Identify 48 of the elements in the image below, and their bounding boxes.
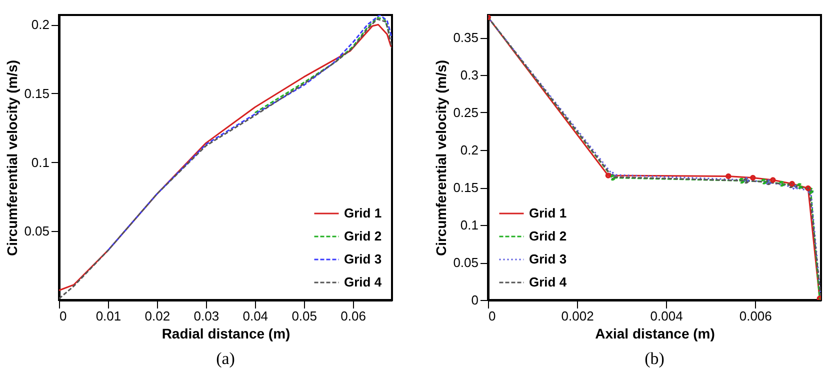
legend-label: Grid 1 bbox=[344, 206, 382, 220]
y-tick-label: 0.05 bbox=[453, 255, 478, 270]
point bbox=[792, 184, 798, 190]
legend-label: Grid 4 bbox=[529, 274, 568, 290]
x-tick-label: 0.006 bbox=[739, 308, 772, 324]
y-axis-title: Circumferential velocity (m/s) bbox=[4, 60, 20, 256]
y-tick-label: 0.1 bbox=[460, 218, 478, 232]
point bbox=[750, 174, 756, 181]
point bbox=[605, 172, 612, 178]
y-tick-label: 0.2 bbox=[31, 17, 50, 32]
x-tick-label: 0.002 bbox=[561, 308, 594, 324]
legend-label: Grid 1 bbox=[529, 206, 567, 220]
x-tick-label: 0.004 bbox=[650, 308, 683, 324]
x-tick-label: 0.05 bbox=[292, 308, 318, 324]
y-tick-label: 0 bbox=[471, 292, 478, 308]
legend-label: Grid 3 bbox=[529, 252, 567, 266]
x-tick-label: 0.06 bbox=[340, 308, 366, 324]
line-series bbox=[254, 17, 391, 114]
x-tick-label: 0.01 bbox=[96, 308, 122, 324]
y-tick-label: 0.15 bbox=[24, 86, 50, 101]
point bbox=[796, 183, 802, 189]
y-tick-label: 0.35 bbox=[453, 30, 478, 45]
x-tick-label: 0 bbox=[60, 308, 67, 324]
legend-label: Grid 2 bbox=[529, 228, 567, 244]
y-tick-label: 0.25 bbox=[453, 105, 478, 120]
line-series bbox=[107, 15, 392, 252]
text: (a) bbox=[216, 349, 235, 368]
point bbox=[726, 173, 732, 180]
x-axis-title: Axial distance (m) bbox=[595, 326, 715, 342]
y-tick-label: 0.3 bbox=[460, 68, 478, 82]
point bbox=[761, 178, 767, 184]
x-tick-label: 0 bbox=[488, 308, 496, 324]
point bbox=[778, 180, 785, 187]
legend-label: Grid 4 bbox=[344, 274, 382, 290]
legend-label: Grid 2 bbox=[344, 228, 382, 244]
x-axis-title: Radial distance (m) bbox=[162, 326, 290, 342]
legend-label: Grid 3 bbox=[344, 252, 382, 266]
y-tick-label: 0.05 bbox=[24, 224, 50, 239]
y-tick-label: 0.15 bbox=[453, 180, 478, 195]
x-tick-label: 0.03 bbox=[194, 308, 220, 324]
point bbox=[770, 177, 776, 183]
y-axis-title: Circumferential velocity (m/s) bbox=[433, 60, 450, 256]
x-tick-label: 0.04 bbox=[242, 308, 268, 324]
text: (b) bbox=[644, 349, 664, 368]
x-tick-label: 0.02 bbox=[144, 308, 170, 324]
y-tick-label: 0.2 bbox=[460, 142, 478, 158]
point bbox=[738, 178, 745, 184]
y-tick-label: 0.1 bbox=[31, 154, 50, 170]
